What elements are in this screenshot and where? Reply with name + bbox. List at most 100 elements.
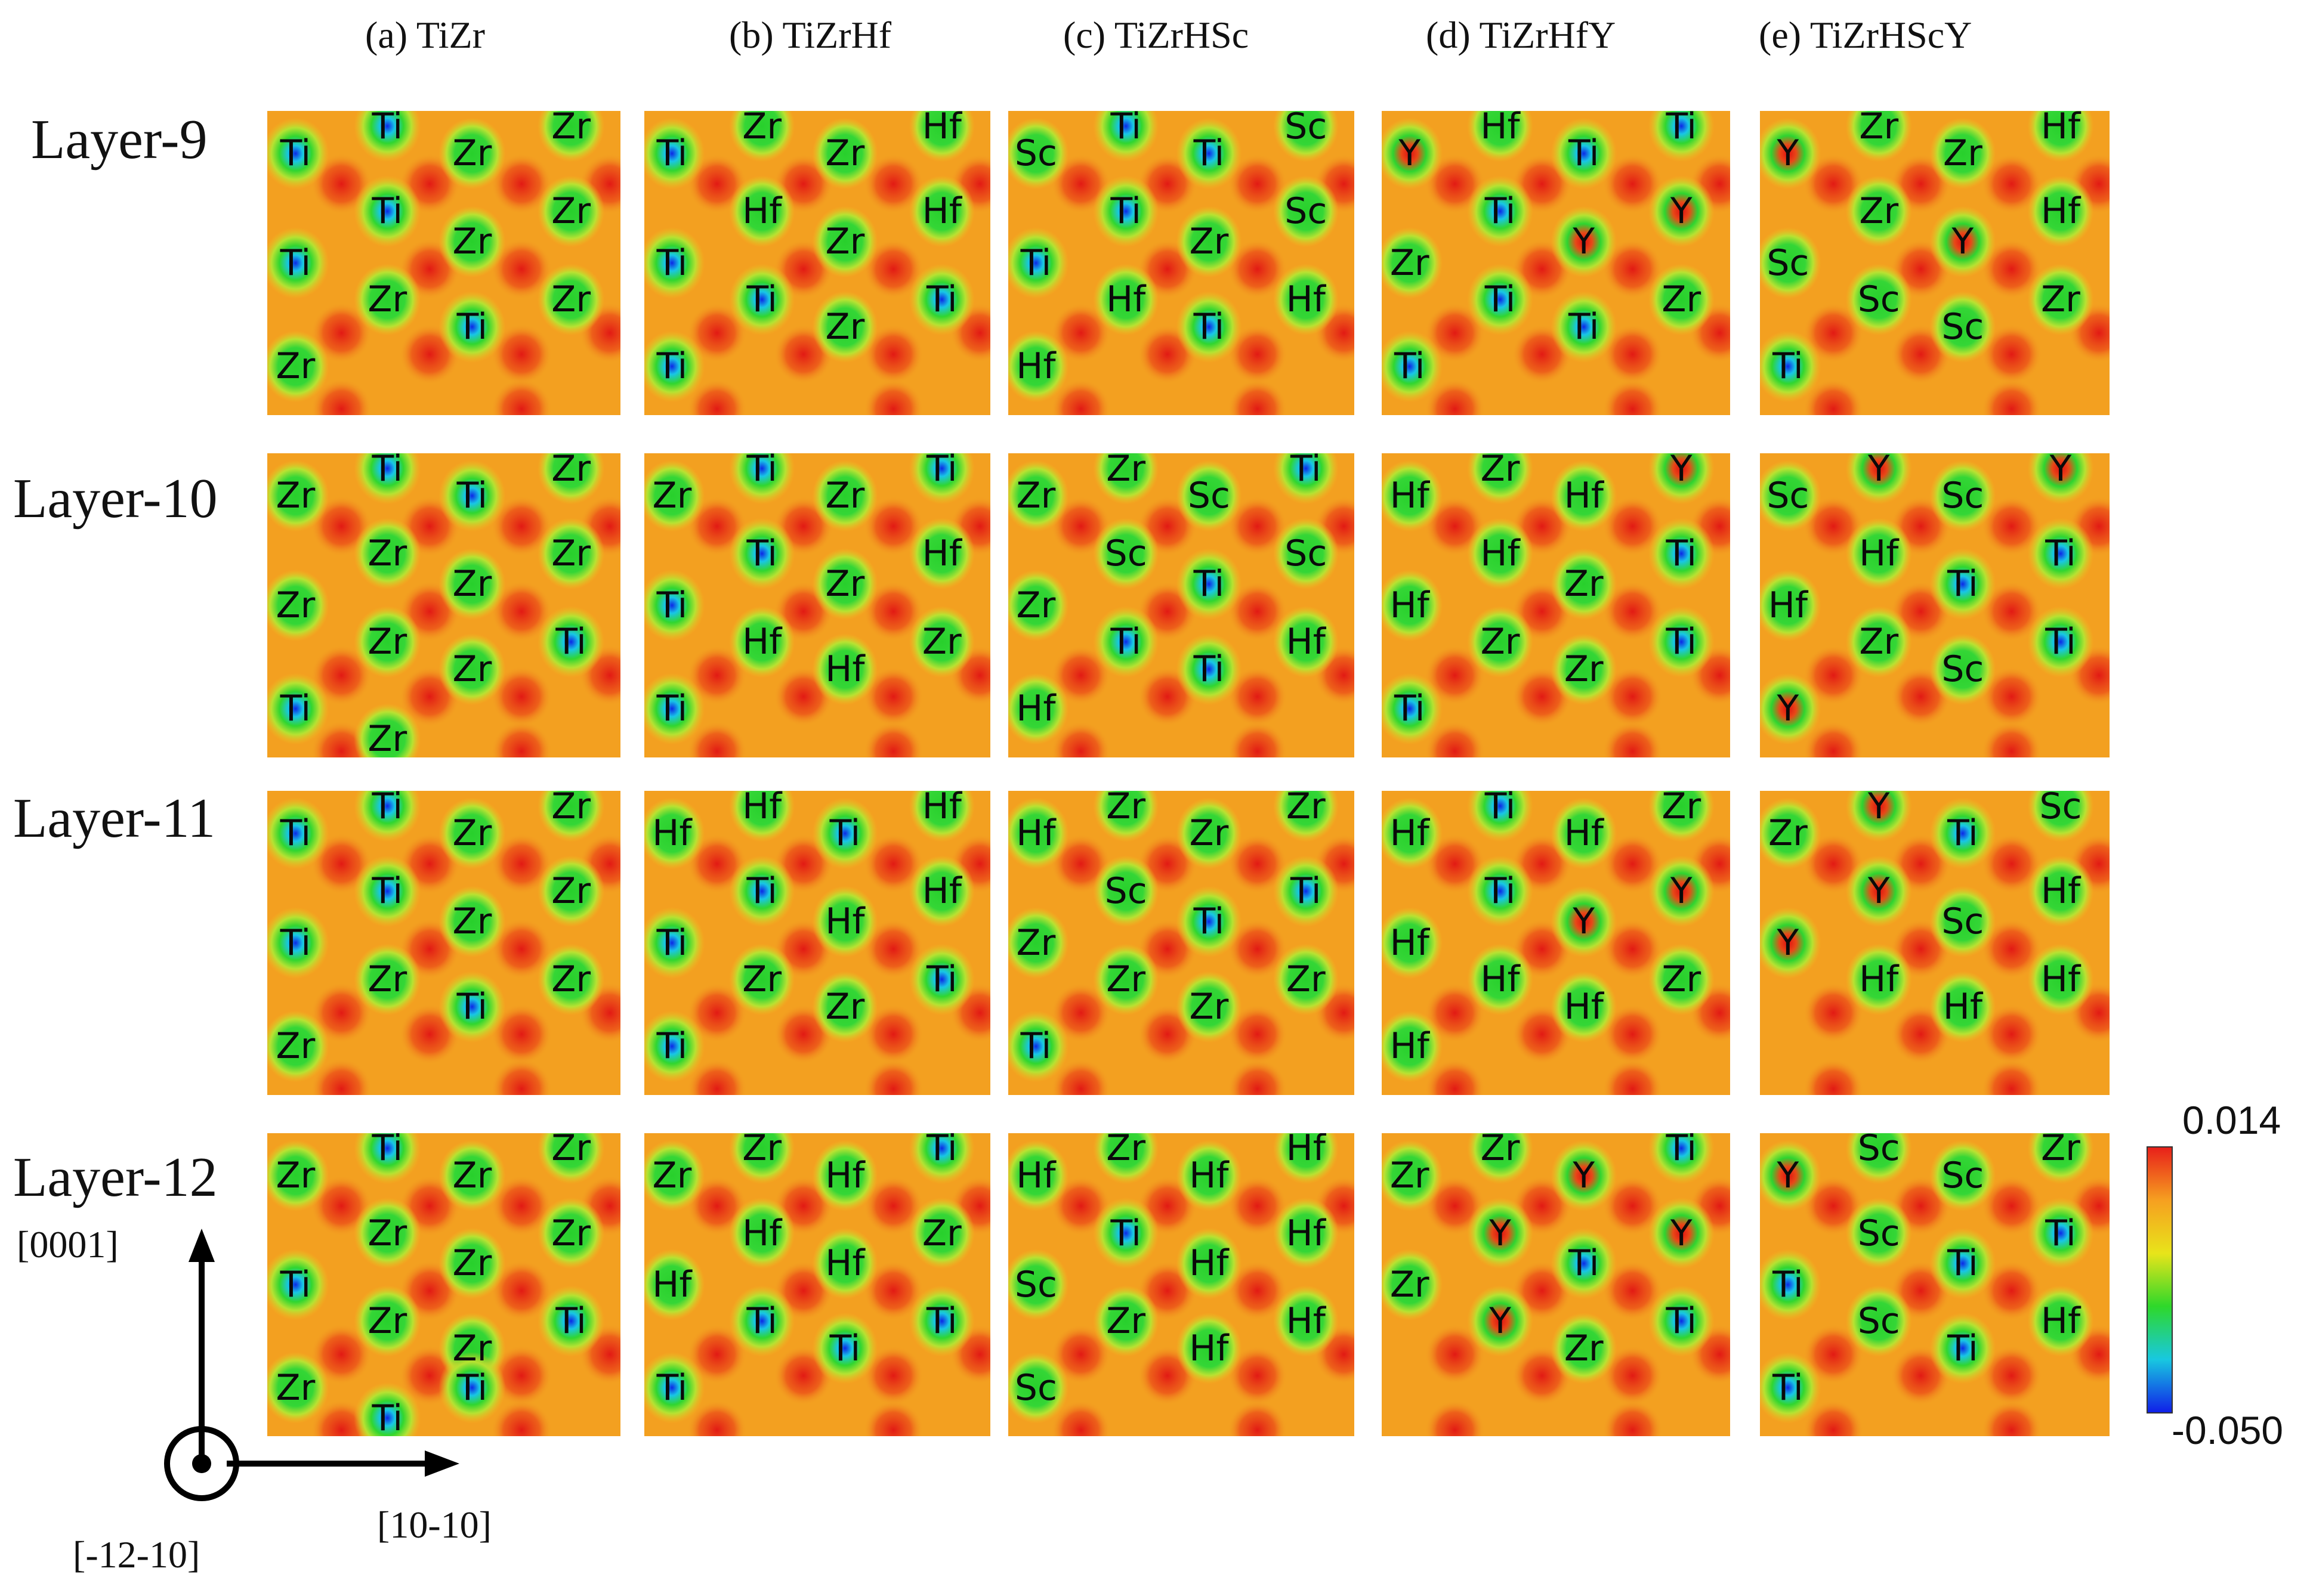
atom-label: Hf [1768, 584, 1808, 626]
density-maximum [864, 582, 923, 641]
atom-density-zr [1008, 460, 1069, 532]
atom-label: Ti [372, 190, 403, 233]
density-maximum [1602, 582, 1663, 641]
atom-label: Hf [1016, 688, 1056, 730]
row-title-layer-12: Layer-12 [13, 1146, 218, 1208]
atom-density-ti [1929, 1227, 1996, 1300]
atom-density-zr [267, 1140, 329, 1212]
atom-density-zr [1093, 791, 1159, 842]
atom-density-hf [1760, 569, 1821, 642]
density-maximum [687, 983, 747, 1043]
density-maximum [1602, 1400, 1663, 1436]
density-map-svg [1760, 791, 2110, 1095]
crystal-axes-indicator [164, 1229, 459, 1501]
atom-label: Zr [1106, 791, 1146, 827]
row-title-layer-9: Layer-9 [31, 109, 208, 171]
atom-label: Y [1573, 1155, 1595, 1197]
atom-density-ti [2027, 606, 2094, 678]
atom-label: Ti [456, 475, 488, 517]
atom-label: Zr [1768, 812, 1808, 855]
atom-density-hf [1008, 797, 1069, 870]
atom-label: Hf [1480, 958, 1520, 1001]
atom-density-ti [1648, 111, 1715, 162]
atom-label: Ti [1947, 812, 1978, 855]
atom-density-y [1648, 855, 1715, 927]
atom-density-sc [2027, 791, 2094, 842]
atom-density-ti [354, 111, 421, 162]
atom-density-ti [1467, 855, 1534, 927]
atom-label: Sc [1284, 190, 1327, 233]
atom-label: Hf [1286, 1133, 1326, 1170]
atom-label: Zr [1480, 453, 1520, 490]
density-maximum [1982, 1400, 2042, 1436]
atom-density-ti [1273, 453, 1339, 505]
atom-density-ti [1648, 1133, 1715, 1184]
atom-density-zr [812, 548, 878, 620]
density-maximum [491, 1004, 552, 1065]
atom-density-sc [1929, 290, 1996, 363]
density-maximum [1228, 1261, 1287, 1320]
atom-density-ti [1648, 1285, 1715, 1357]
atom-label: Ti [456, 1366, 488, 1409]
atom-label: Sc [1767, 475, 1809, 517]
atom-density-ti [1551, 290, 1617, 363]
density-maximum [1602, 834, 1663, 894]
atom-label: Zr [825, 306, 865, 348]
density-maximum [311, 1059, 372, 1095]
density-maximum [1982, 1004, 2042, 1064]
atom-label: Hf [1859, 958, 1899, 1001]
atom-density-zr [267, 569, 329, 642]
atom-label: Hf [1859, 533, 1899, 575]
atom-density-ti [1467, 264, 1534, 336]
atom-label: Zr [1016, 475, 1056, 517]
atom-label: Ti [1193, 648, 1225, 691]
atom-label: Sc [1941, 1155, 1984, 1197]
density-maximum [1051, 983, 1111, 1043]
atom-label: Y [1489, 1212, 1511, 1254]
atom-label: Hf [825, 1242, 865, 1285]
atom-density-ti [438, 1351, 506, 1424]
atom-density-ti [1929, 797, 1996, 870]
atom-label: Zr [1106, 1133, 1146, 1170]
atom-density-zr [1176, 970, 1242, 1043]
atom-label: Zr [452, 1155, 492, 1197]
density-maximum [491, 1400, 552, 1436]
atom-label: Hf [922, 533, 962, 575]
atom-label: Sc [1857, 279, 1900, 321]
atom-density-hf [1845, 944, 1912, 1016]
atom-label: Zr [2041, 279, 2080, 321]
atom-density-ti [1551, 117, 1617, 190]
atom-label: Zr [1859, 190, 1899, 233]
density-map-2-0: Sc Ti Ti Sc Ti Zr Sc Ti Hf Ti Hf Hf [1008, 111, 1354, 415]
atom-label: Ti [656, 242, 688, 284]
atom-density-ti [2027, 518, 2094, 590]
atom-label: Ti [1666, 621, 1697, 663]
density-maximum [1051, 1059, 1111, 1095]
atom-label: Ti [280, 242, 311, 284]
atom-density-zr [354, 518, 421, 590]
atom-label: Zr [368, 958, 407, 1001]
density-maximum [864, 1176, 923, 1236]
atom-label: Zr [452, 1327, 492, 1369]
atom-label: Zr [1564, 648, 1604, 691]
atom-density-zr [267, 1351, 329, 1424]
atom-label: Ti [456, 306, 488, 348]
atom-density-zr [354, 944, 421, 1016]
atom-density-ti [267, 673, 329, 745]
density-maximum [1602, 239, 1663, 299]
density-maximum [1228, 1004, 1287, 1064]
atom-density-ti [1008, 1010, 1069, 1082]
atom-label: Y [1951, 221, 1974, 263]
density-map-svg [267, 111, 620, 415]
density-maximum [864, 154, 923, 214]
atom-label: Ti [927, 279, 958, 321]
density-maximum [1051, 304, 1111, 363]
atom-density-sc [1273, 111, 1339, 162]
atom-label: Zr [551, 1133, 591, 1170]
atom-density-zr [537, 264, 605, 336]
atom-density-zr [537, 453, 605, 505]
atom-density-ti [812, 797, 878, 870]
atom-density-sc [1845, 1285, 1912, 1357]
density-map-svg [644, 453, 990, 757]
atom-density-zr [354, 264, 421, 336]
